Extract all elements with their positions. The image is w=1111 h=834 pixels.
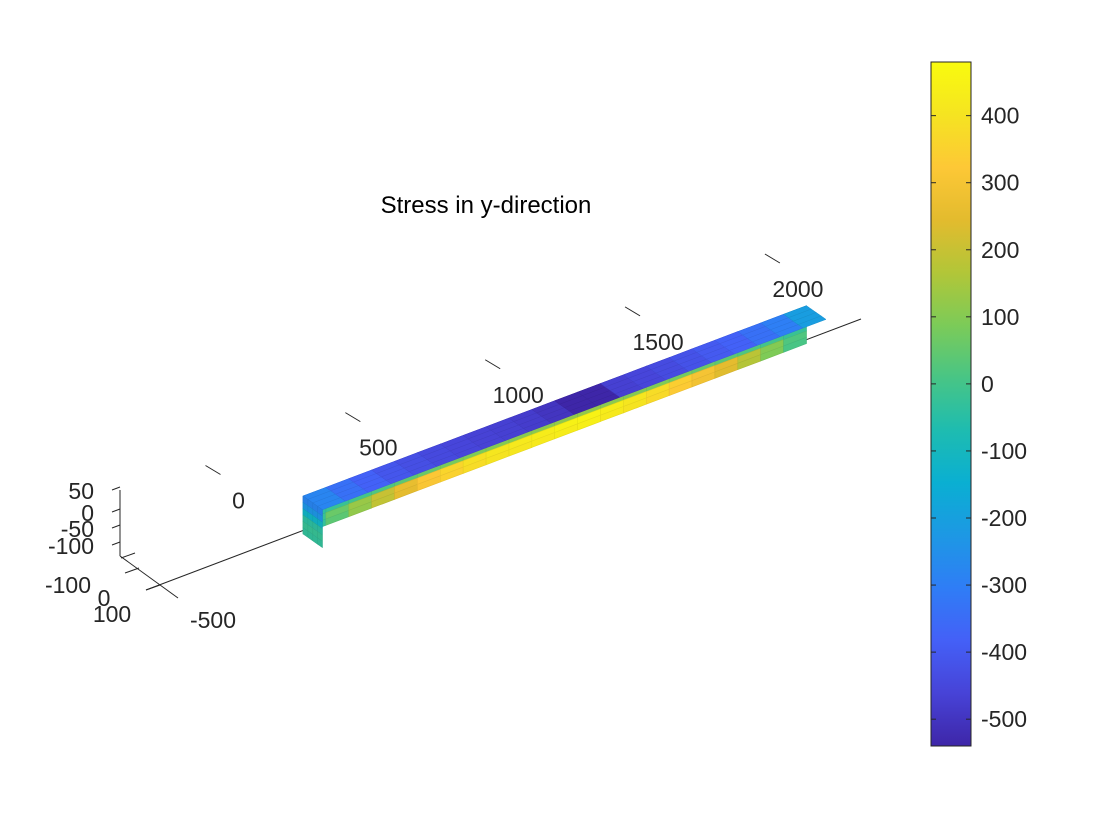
colorbar-tick-label: -400 — [981, 639, 1027, 665]
y-tick-label: 0 — [98, 585, 111, 611]
colorbar-tick-label: -300 — [981, 572, 1027, 598]
x-tick-mark — [484, 359, 501, 370]
x-tick-mark — [205, 465, 221, 475]
y-tick-label: -500 — [190, 607, 236, 633]
z-tick-mark — [111, 524, 121, 529]
y-tick-label: 100 — [93, 601, 131, 627]
z-tick-label: -50 — [61, 516, 94, 542]
x-axis-ticks: 0 500 1000 1500 2000 — [205, 253, 823, 514]
colorbar-tick-label: -200 — [981, 505, 1027, 531]
colorbar-gradient-bar — [930, 61, 972, 747]
y-tick-mark — [145, 584, 161, 591]
colorbar-tick-label: -100 — [981, 438, 1027, 464]
x-tick-mark — [764, 253, 781, 264]
y-axis-line — [119, 555, 179, 599]
chart-title: Stress in y-direction — [381, 192, 592, 219]
beam-end-cell — [317, 537, 323, 549]
x-tick-label: 1500 — [632, 329, 683, 355]
colorbar-tick-label: 200 — [981, 237, 1019, 263]
z-axis: 500-50-100 — [48, 478, 121, 559]
x-tick-label: 500 — [359, 435, 397, 461]
beam-top-cell — [797, 315, 827, 329]
beam-front-cell — [783, 336, 807, 353]
y-tick-mark — [124, 567, 140, 574]
z-tick-mark — [111, 541, 121, 546]
x-tick-label: 0 — [232, 488, 245, 514]
z-tick-label: -100 — [48, 533, 94, 559]
z-tick-label: 50 — [68, 478, 94, 504]
x-tick-mark — [345, 412, 361, 423]
y-tick-mark — [120, 552, 136, 559]
colorbar-tick-label: 300 — [981, 170, 1019, 196]
x-tick-mark — [624, 306, 641, 317]
z-tick-label: 0 — [81, 500, 94, 526]
x-tick-label: 1000 — [493, 382, 544, 408]
colorbar-tick-label: 400 — [981, 103, 1019, 129]
colorbar: 400 300 200 100 0 -100 -200 -300 -400 -500 — [930, 61, 1027, 747]
colorbar-ticks: 400 300 200 100 0 -100 -200 -300 -400 -500 — [931, 103, 1027, 732]
z-tick-mark — [111, 508, 121, 513]
colorbar-tick-label: -500 — [981, 706, 1027, 732]
z-tick-mark — [111, 486, 121, 491]
colorbar-tick-label: 100 — [981, 304, 1019, 330]
z-axis-ticks: 500-50-100 — [48, 478, 121, 559]
colorbar-tick-label: 0 — [981, 371, 994, 397]
x-axis: 0 500 1000 1500 2000 — [145, 253, 862, 591]
extra-tick-label: -100 — [45, 572, 91, 598]
beam-mesh — [302, 305, 827, 549]
x-tick-label: 2000 — [772, 276, 823, 302]
